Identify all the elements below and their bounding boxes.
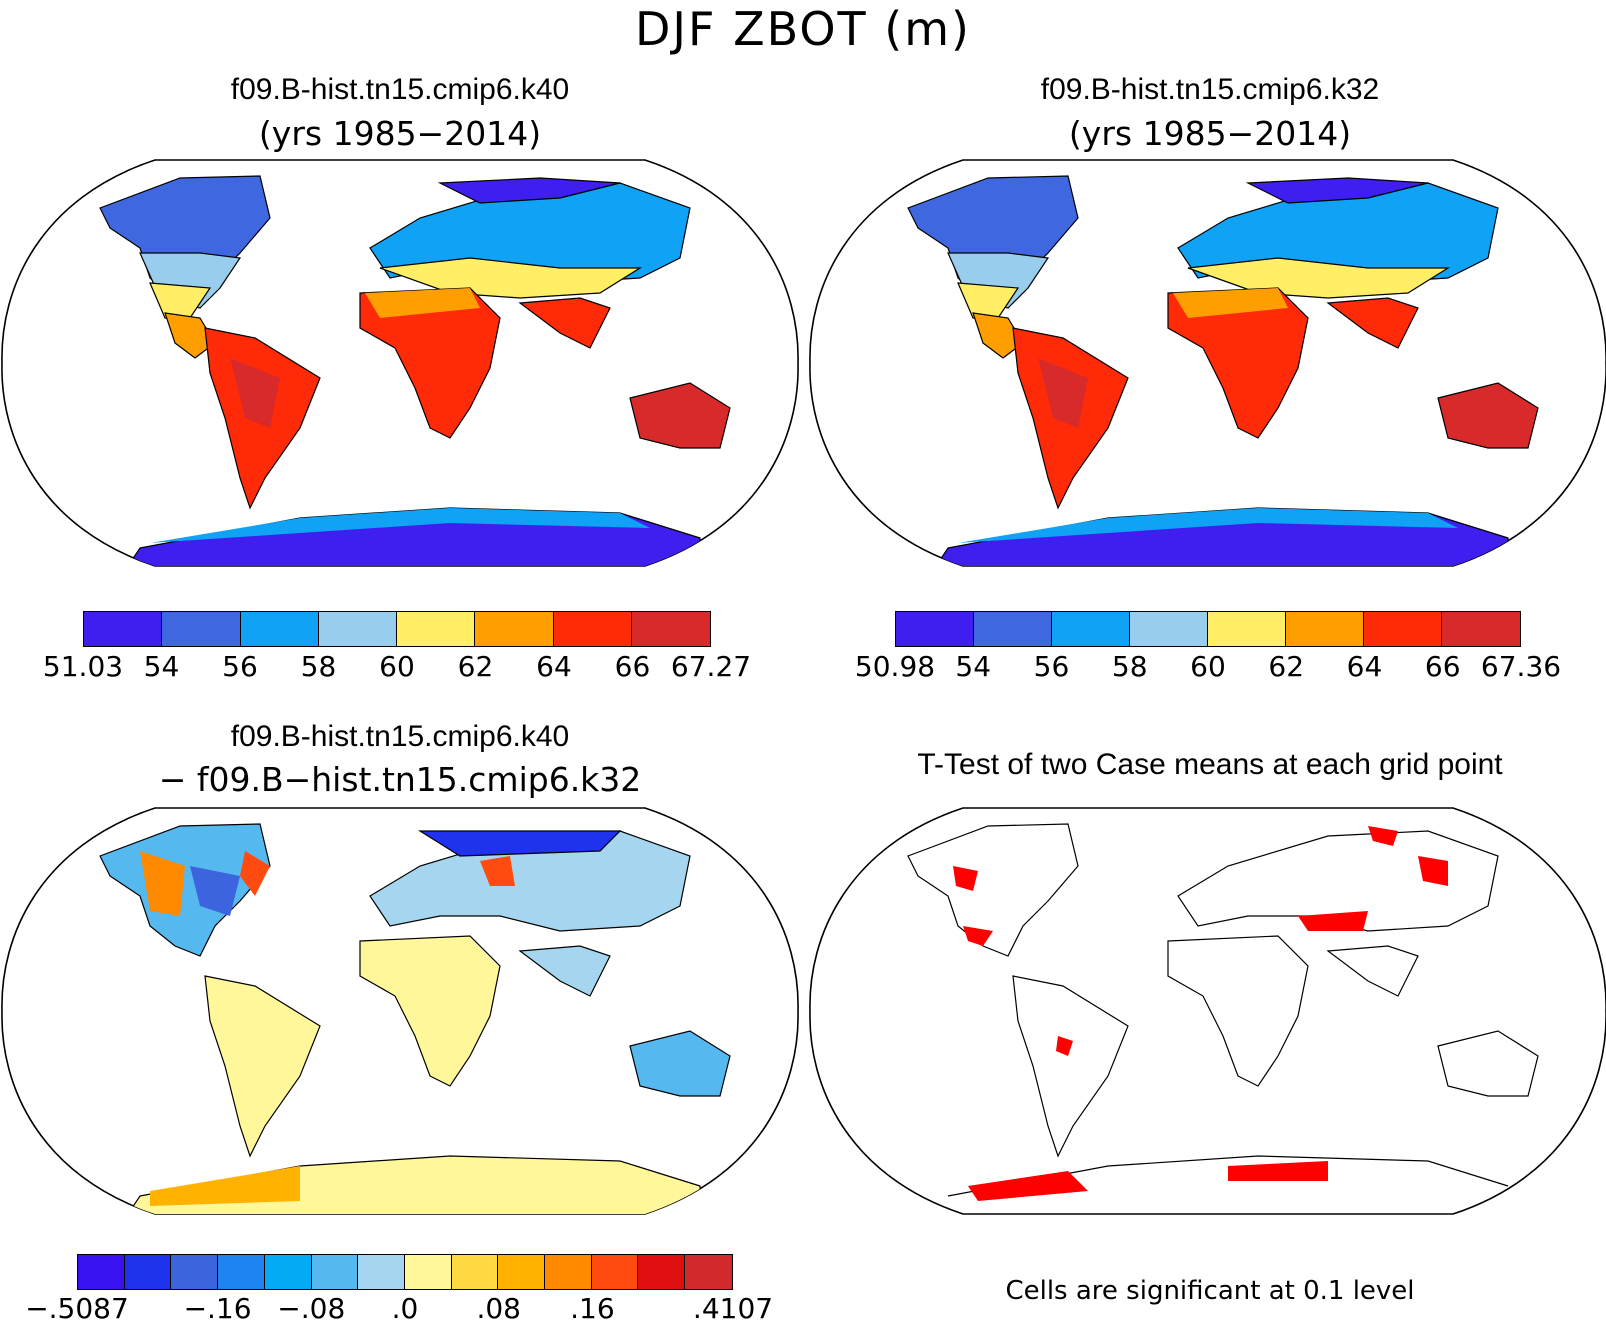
colorbar-box	[631, 612, 710, 646]
colorbar-panel-3-labels: −.5087 −.16 −.08 .0 .08 .16 .4107	[25, 1292, 773, 1328]
colorbar-tick-label: 66	[614, 650, 651, 683]
colorbar-box	[475, 612, 554, 646]
colorbar-box	[218, 1255, 265, 1289]
map-panel-3	[1, 807, 799, 1215]
significance-note: Cells are significant at 0.1 level	[1005, 1276, 1415, 1306]
main-title: DJF ZBOT (m)	[635, 2, 971, 56]
colorbar-box	[264, 1255, 312, 1289]
colorbar-tick-label: 67.36	[1480, 650, 1562, 683]
colorbar-tick-label: .4107	[692, 1292, 774, 1325]
colorbar-tick-label: 56	[222, 650, 258, 683]
colorbar-box	[638, 1255, 686, 1289]
colorbar-box	[171, 1255, 219, 1289]
colorbar-tick-label: .08	[476, 1292, 521, 1325]
colorbar-tick-label: 50.98	[854, 650, 936, 683]
colorbar-tick-label: .16	[570, 1292, 615, 1325]
colorbar-tick-label: −.16	[183, 1292, 252, 1325]
panel-2-subtitle: (yrs 1985−2014)	[1068, 114, 1352, 153]
colorbar-panel-1	[83, 611, 711, 647]
colorbar-box	[84, 612, 163, 646]
colorbar-panel-2	[895, 611, 1521, 647]
colorbar-tick-label: 60	[379, 650, 415, 683]
colorbar-box	[498, 1255, 546, 1289]
colorbar-box	[124, 1255, 172, 1289]
panel-1-title: f09.B-hist.tn15.cmip6.k40	[230, 73, 570, 106]
colorbar-tick-label: 62	[457, 650, 494, 683]
colorbar-box	[1130, 612, 1208, 646]
map-panel-4	[809, 807, 1606, 1215]
colorbar-box	[1442, 612, 1520, 646]
colorbar-tick-label: .0	[391, 1292, 419, 1325]
colorbar-box	[974, 612, 1052, 646]
colorbar-box	[240, 612, 319, 646]
colorbar-panel-1-labels: 51.03 54 56 58 60 62 64 66 67.27	[43, 650, 751, 686]
map-panel-2	[809, 159, 1606, 567]
panel-3-title: f09.B-hist.tn15.cmip6.k40	[230, 720, 570, 753]
colorbar-box	[162, 612, 241, 646]
colorbar-box	[451, 1255, 499, 1289]
colorbar-tick-label: 67.27	[670, 650, 752, 683]
panel-2-title: f09.B-hist.tn15.cmip6.k32	[1040, 73, 1380, 106]
colorbar-box	[404, 1255, 452, 1289]
colorbar-box	[1286, 612, 1364, 646]
colorbar-box	[358, 1255, 405, 1289]
colorbar-box	[553, 612, 632, 646]
colorbar-box	[545, 1255, 592, 1289]
colorbar-tick-label: −.5087	[25, 1292, 129, 1325]
colorbar-tick-label: 54	[143, 650, 180, 683]
colorbar-box	[685, 1255, 732, 1289]
colorbar-box	[1208, 612, 1286, 646]
colorbar-tick-label: −.08	[277, 1292, 346, 1325]
colorbar-box	[1364, 612, 1442, 646]
colorbar-tick-label: 58	[1111, 650, 1148, 683]
colorbar-tick-label: 54	[955, 650, 992, 683]
colorbar-box	[318, 612, 397, 646]
colorbar-tick-label: 51.03	[42, 650, 124, 683]
colorbar-tick-label: 64	[536, 650, 572, 683]
colorbar-tick-label: 58	[300, 650, 337, 683]
colorbar-tick-label: 60	[1190, 650, 1226, 683]
map-panel-1	[1, 159, 799, 567]
colorbar-box	[896, 612, 974, 646]
panel-1-subtitle: (yrs 1985−2014)	[258, 114, 542, 153]
colorbar-box	[397, 612, 476, 646]
colorbar-tick-label: 62	[1268, 650, 1305, 683]
colorbar-panel-2-labels: 50.98 54 56 58 60 62 64 66 67.36	[855, 650, 1561, 686]
panel-3-subtitle: − f09.B−hist.tn15.cmip6.k32	[158, 760, 642, 799]
colorbar-box	[311, 1255, 359, 1289]
colorbar-box	[591, 1255, 639, 1289]
colorbar-panel-3	[77, 1254, 733, 1290]
colorbar-tick-label: 64	[1346, 650, 1383, 683]
colorbar-tick-label: 56	[1033, 650, 1070, 683]
panel-4-title: T-Test of two Case means at each grid po…	[917, 748, 1503, 781]
colorbar-box	[1052, 612, 1130, 646]
colorbar-box	[78, 1255, 125, 1289]
colorbar-tick-label: 66	[1424, 650, 1461, 683]
